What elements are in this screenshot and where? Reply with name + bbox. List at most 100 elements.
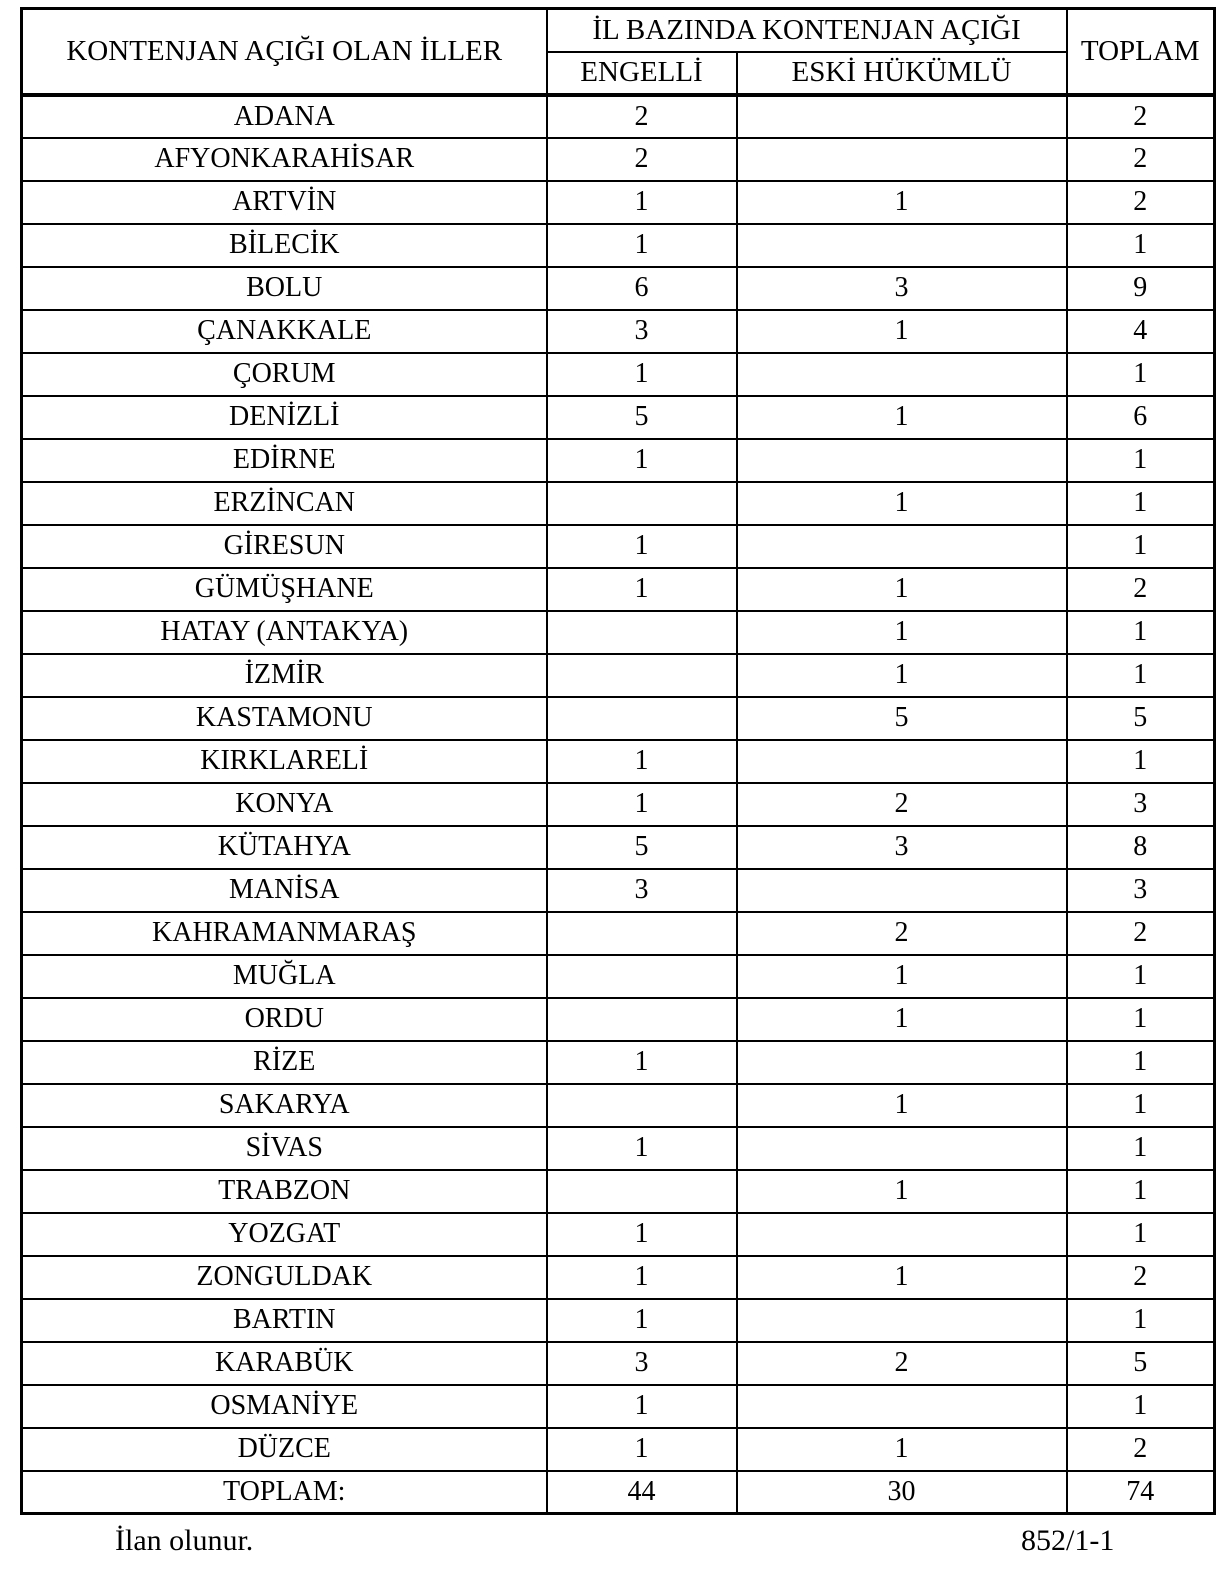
province-cell: GÜMÜŞHANE	[20, 566, 548, 612]
province-cell: BARTIN	[20, 1297, 548, 1343]
eski-hukumlu-cell: 2	[735, 1340, 1068, 1386]
toplam-cell: 1	[1065, 437, 1216, 483]
table-row: GÜMÜŞHANE 1 1 2	[20, 566, 1216, 612]
toplam-cell: 8	[1065, 824, 1216, 870]
table-row: ZONGULDAK 1 1 2	[20, 1254, 1216, 1300]
eski-hukumlu-cell: 1	[735, 1254, 1068, 1300]
toplam-cell: 1	[1065, 351, 1216, 397]
province-cell: ORDU	[20, 996, 548, 1042]
province-cell: EDİRNE	[20, 437, 548, 483]
table-header: KONTENJAN AÇIĞI OLAN İLLER İL BAZINDA KO…	[20, 7, 1216, 97]
engelli-cell	[545, 953, 738, 999]
engelli-cell: 1	[545, 1297, 738, 1343]
engelli-cell	[545, 1168, 738, 1214]
engelli-cell: 6	[545, 265, 738, 311]
toplam-cell: 1	[1065, 1211, 1216, 1257]
table-row: İZMİR 1 1	[20, 652, 1216, 698]
province-cell: HATAY (ANTAKYA)	[20, 609, 548, 655]
header-provinces: KONTENJAN AÇIĞI OLAN İLLER	[20, 7, 548, 97]
toplam-cell: 1	[1065, 1168, 1216, 1214]
province-cell: SAKARYA	[20, 1082, 548, 1128]
toplam-cell: 1	[1065, 609, 1216, 655]
province-cell: MANİSA	[20, 867, 548, 913]
eski-hukumlu-cell	[735, 351, 1068, 397]
toplam-cell: 2	[1065, 136, 1216, 182]
eski-hukumlu-cell	[735, 1383, 1068, 1429]
table-row: ÇORUM 1 1	[20, 351, 1216, 397]
province-cell: BOLU	[20, 265, 548, 311]
table-row: ARTVİN 1 1 2	[20, 179, 1216, 225]
toplam-cell: 1	[1065, 1039, 1216, 1085]
table-row: GİRESUN 1 1	[20, 523, 1216, 569]
engelli-cell: 1	[545, 1211, 738, 1257]
province-cell: ADANA	[20, 93, 548, 139]
eski-hukumlu-cell	[735, 738, 1068, 784]
eski-hukumlu-cell: 1	[735, 179, 1068, 225]
province-cell: GİRESUN	[20, 523, 548, 569]
toplam-cell: 5	[1065, 695, 1216, 741]
eski-hukumlu-cell	[735, 1039, 1068, 1085]
province-cell: ARTVİN	[20, 179, 548, 225]
table-body: ADANA 2 2 AFYONKARAHİSAR 2 2 ARTVİN 1 1 …	[20, 93, 1216, 1515]
table-row: KARABÜK 3 2 5	[20, 1340, 1216, 1386]
toplam-cell: 1	[1065, 523, 1216, 569]
eski-hukumlu-cell	[735, 1125, 1068, 1171]
toplam-cell: 3	[1065, 781, 1216, 827]
engelli-cell	[545, 480, 738, 526]
province-cell: DÜZCE	[20, 1426, 548, 1472]
eski-hukumlu-cell: 1	[735, 953, 1068, 999]
eski-hukumlu-cell: 1	[735, 1082, 1068, 1128]
toplam-cell: 2	[1065, 910, 1216, 956]
eski-hukumlu-cell	[735, 222, 1068, 268]
eski-hukumlu-cell: 1	[735, 566, 1068, 612]
engelli-cell: 2	[545, 136, 738, 182]
engelli-cell: 1	[545, 1125, 738, 1171]
header-row-1: KONTENJAN AÇIĞI OLAN İLLER İL BAZINDA KO…	[20, 7, 1216, 97]
toplam-cell: 1	[1065, 480, 1216, 526]
toplam-cell: 1	[1065, 996, 1216, 1042]
table-row: SAKARYA 1 1	[20, 1082, 1216, 1128]
engelli-cell: 1	[545, 523, 738, 569]
table-row: EDİRNE 1 1	[20, 437, 1216, 483]
eski-hukumlu-cell: 1	[735, 1168, 1068, 1214]
table-row: KASTAMONU 5 5	[20, 695, 1216, 741]
toplam-cell: 4	[1065, 308, 1216, 354]
province-cell: DENİZLİ	[20, 394, 548, 440]
province-cell: KONYA	[20, 781, 548, 827]
toplam-cell: 2	[1065, 1254, 1216, 1300]
table-row: AFYONKARAHİSAR 2 2	[20, 136, 1216, 182]
toplam-cell: 1	[1065, 953, 1216, 999]
province-cell: ÇORUM	[20, 351, 548, 397]
table-row: YOZGAT 1 1	[20, 1211, 1216, 1257]
table-row: BARTIN 1 1	[20, 1297, 1216, 1343]
toplam-cell: 3	[1065, 867, 1216, 913]
toplam-cell: 1	[1065, 1383, 1216, 1429]
toplam-cell: 1	[1065, 1082, 1216, 1128]
header-group: İL BAZINDA KONTENJAN AÇIĞI	[545, 7, 1068, 53]
engelli-cell: 5	[545, 824, 738, 870]
table-row: DENİZLİ 5 1 6	[20, 394, 1216, 440]
toplam-cell: 2	[1065, 93, 1216, 139]
eski-hukumlu-cell	[735, 867, 1068, 913]
eski-hukumlu-cell	[735, 93, 1068, 139]
province-cell: TRABZON	[20, 1168, 548, 1214]
eski-hukumlu-cell: 3	[735, 265, 1068, 311]
engelli-cell: 3	[545, 308, 738, 354]
total-engelli-cell: 44	[545, 1469, 738, 1515]
table-row: DÜZCE 1 1 2	[20, 1426, 1216, 1472]
engelli-cell	[545, 996, 738, 1042]
engelli-cell: 3	[545, 867, 738, 913]
header-toplam: TOPLAM	[1065, 7, 1216, 97]
province-cell: KARABÜK	[20, 1340, 548, 1386]
province-cell: KIRKLARELİ	[20, 738, 548, 784]
table-row: ERZİNCAN 1 1	[20, 480, 1216, 526]
engelli-cell: 1	[545, 1254, 738, 1300]
table-row: RİZE 1 1	[20, 1039, 1216, 1085]
toplam-cell: 5	[1065, 1340, 1216, 1386]
eski-hukumlu-cell: 1	[735, 996, 1068, 1042]
toplam-cell: 1	[1065, 652, 1216, 698]
toplam-cell: 1	[1065, 738, 1216, 784]
engelli-cell: 1	[545, 1039, 738, 1085]
eski-hukumlu-cell: 1	[735, 609, 1068, 655]
eski-hukumlu-cell	[735, 1297, 1068, 1343]
